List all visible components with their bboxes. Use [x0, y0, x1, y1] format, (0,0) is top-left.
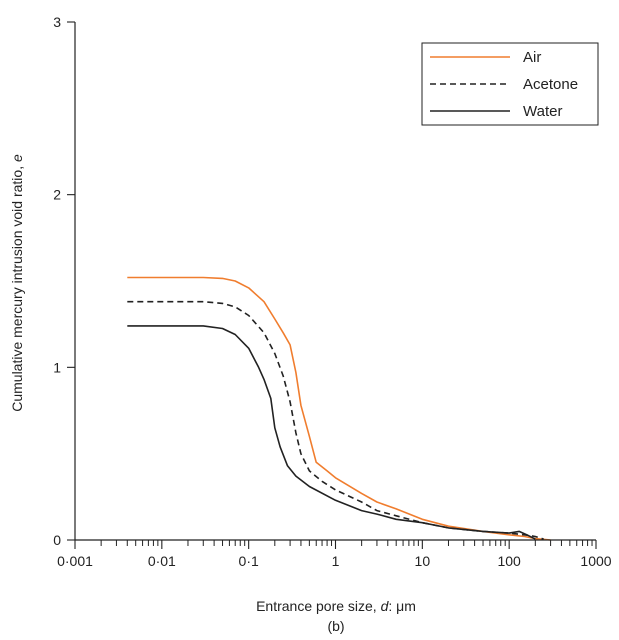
x-tick-label: 1 — [332, 553, 340, 569]
y-tick-label: 3 — [53, 14, 61, 30]
axes: 0·001 0·01 0·1 1 10 100 1000 0 1 2 3 — [53, 14, 612, 569]
x-tick-label: 10 — [415, 553, 431, 569]
figure-caption: (b) — [327, 618, 344, 634]
legend: Air Acetone Water — [421, 42, 599, 126]
plot-lines — [127, 276, 551, 541]
x-tick-label: 0·1 — [239, 553, 259, 569]
series-line-air — [127, 276, 551, 541]
x-tick-label: 0·01 — [148, 553, 176, 569]
legend-label-water: Water — [523, 103, 562, 120]
y-axis-label: Cumulative mercury intrusion void ratio,… — [9, 154, 25, 412]
x-tick-label: 1000 — [580, 553, 611, 569]
x-tick-label: 0·001 — [57, 553, 93, 569]
x-ticks: 0·001 0·01 0·1 1 10 100 1000 — [57, 540, 612, 569]
series-line-acetone — [127, 300, 544, 540]
y-tick-label: 2 — [53, 187, 61, 203]
y-tick-label: 0 — [53, 532, 61, 548]
x-axis-label: Entrance pore size, d: μm — [256, 598, 416, 614]
legend-label-acetone: Acetone — [523, 76, 578, 93]
y-ticks: 0 1 2 3 — [53, 14, 75, 548]
series-line-water — [127, 325, 536, 540]
legend-label-air: Air — [523, 49, 541, 66]
y-tick-label: 1 — [53, 359, 61, 375]
x-tick-label: 100 — [497, 553, 521, 569]
